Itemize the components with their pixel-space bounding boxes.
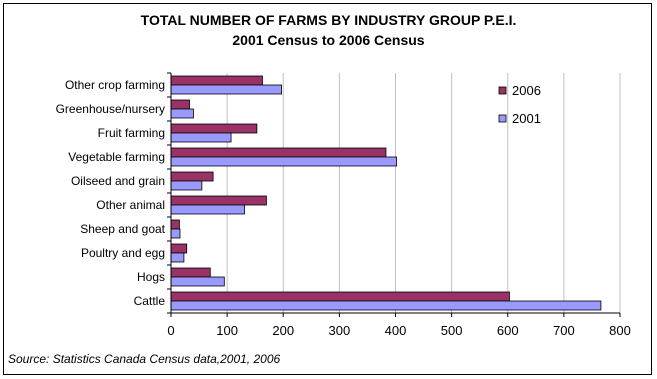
bar-2006 xyxy=(170,267,211,278)
x-tick-label: 300 xyxy=(329,323,351,338)
chart-subtitle: 2001 Census to 2006 Census xyxy=(232,32,425,48)
bar-2001 xyxy=(170,108,194,119)
source-note: Source: Statistics Canada Census data,20… xyxy=(8,352,281,366)
bar-2001 xyxy=(170,276,225,287)
x-tick-label: 600 xyxy=(497,323,519,338)
bar-2001 xyxy=(170,156,398,167)
x-tick-label: 700 xyxy=(553,323,575,338)
legend-swatch-2001 xyxy=(498,114,507,123)
bar-2001 xyxy=(170,84,282,95)
category-label: Other crop farming xyxy=(65,78,165,92)
legend-swatch-2006 xyxy=(498,86,507,95)
legend-label-2006: 2006 xyxy=(512,83,541,98)
bar-2006 xyxy=(170,147,387,158)
legend-label-2001: 2001 xyxy=(512,111,541,126)
category-label: Fruit farming xyxy=(98,126,165,140)
category-label: Cattle xyxy=(134,294,166,308)
bar-2006 xyxy=(170,123,258,134)
category-label: Hogs xyxy=(137,270,165,284)
bar-2006 xyxy=(170,219,180,230)
x-tick-label: 100 xyxy=(216,323,238,338)
bar-2006 xyxy=(170,99,190,110)
category-label: Sheep and goat xyxy=(80,222,165,236)
chart-title: TOTAL NUMBER OF FARMS BY INDUSTRY GROUP … xyxy=(140,12,517,28)
bar-2001 xyxy=(170,204,245,215)
category-label: Greenhouse/nursery xyxy=(56,102,165,116)
category-label: Oilseed and grain xyxy=(71,174,165,188)
bar-2001 xyxy=(170,252,185,263)
bar-2006 xyxy=(170,171,214,182)
x-tick-label: 400 xyxy=(385,323,407,338)
x-tick-label: 500 xyxy=(441,323,463,338)
bar-2006 xyxy=(170,75,263,86)
x-tick-label: 0 xyxy=(167,323,174,338)
category-label: Poultry and egg xyxy=(81,246,165,260)
x-tick-label: 200 xyxy=(272,323,294,338)
bar-2001 xyxy=(170,180,203,191)
bar-2006 xyxy=(170,291,510,302)
bar-2001 xyxy=(170,132,232,143)
category-label: Other animal xyxy=(96,198,165,212)
bar-2006 xyxy=(170,195,267,206)
bar-2001 xyxy=(170,300,602,311)
bar-2006 xyxy=(170,243,188,254)
category-label: Vegetable farming xyxy=(68,150,165,164)
x-tick-label: 800 xyxy=(609,323,631,338)
bar-2001 xyxy=(170,228,181,239)
